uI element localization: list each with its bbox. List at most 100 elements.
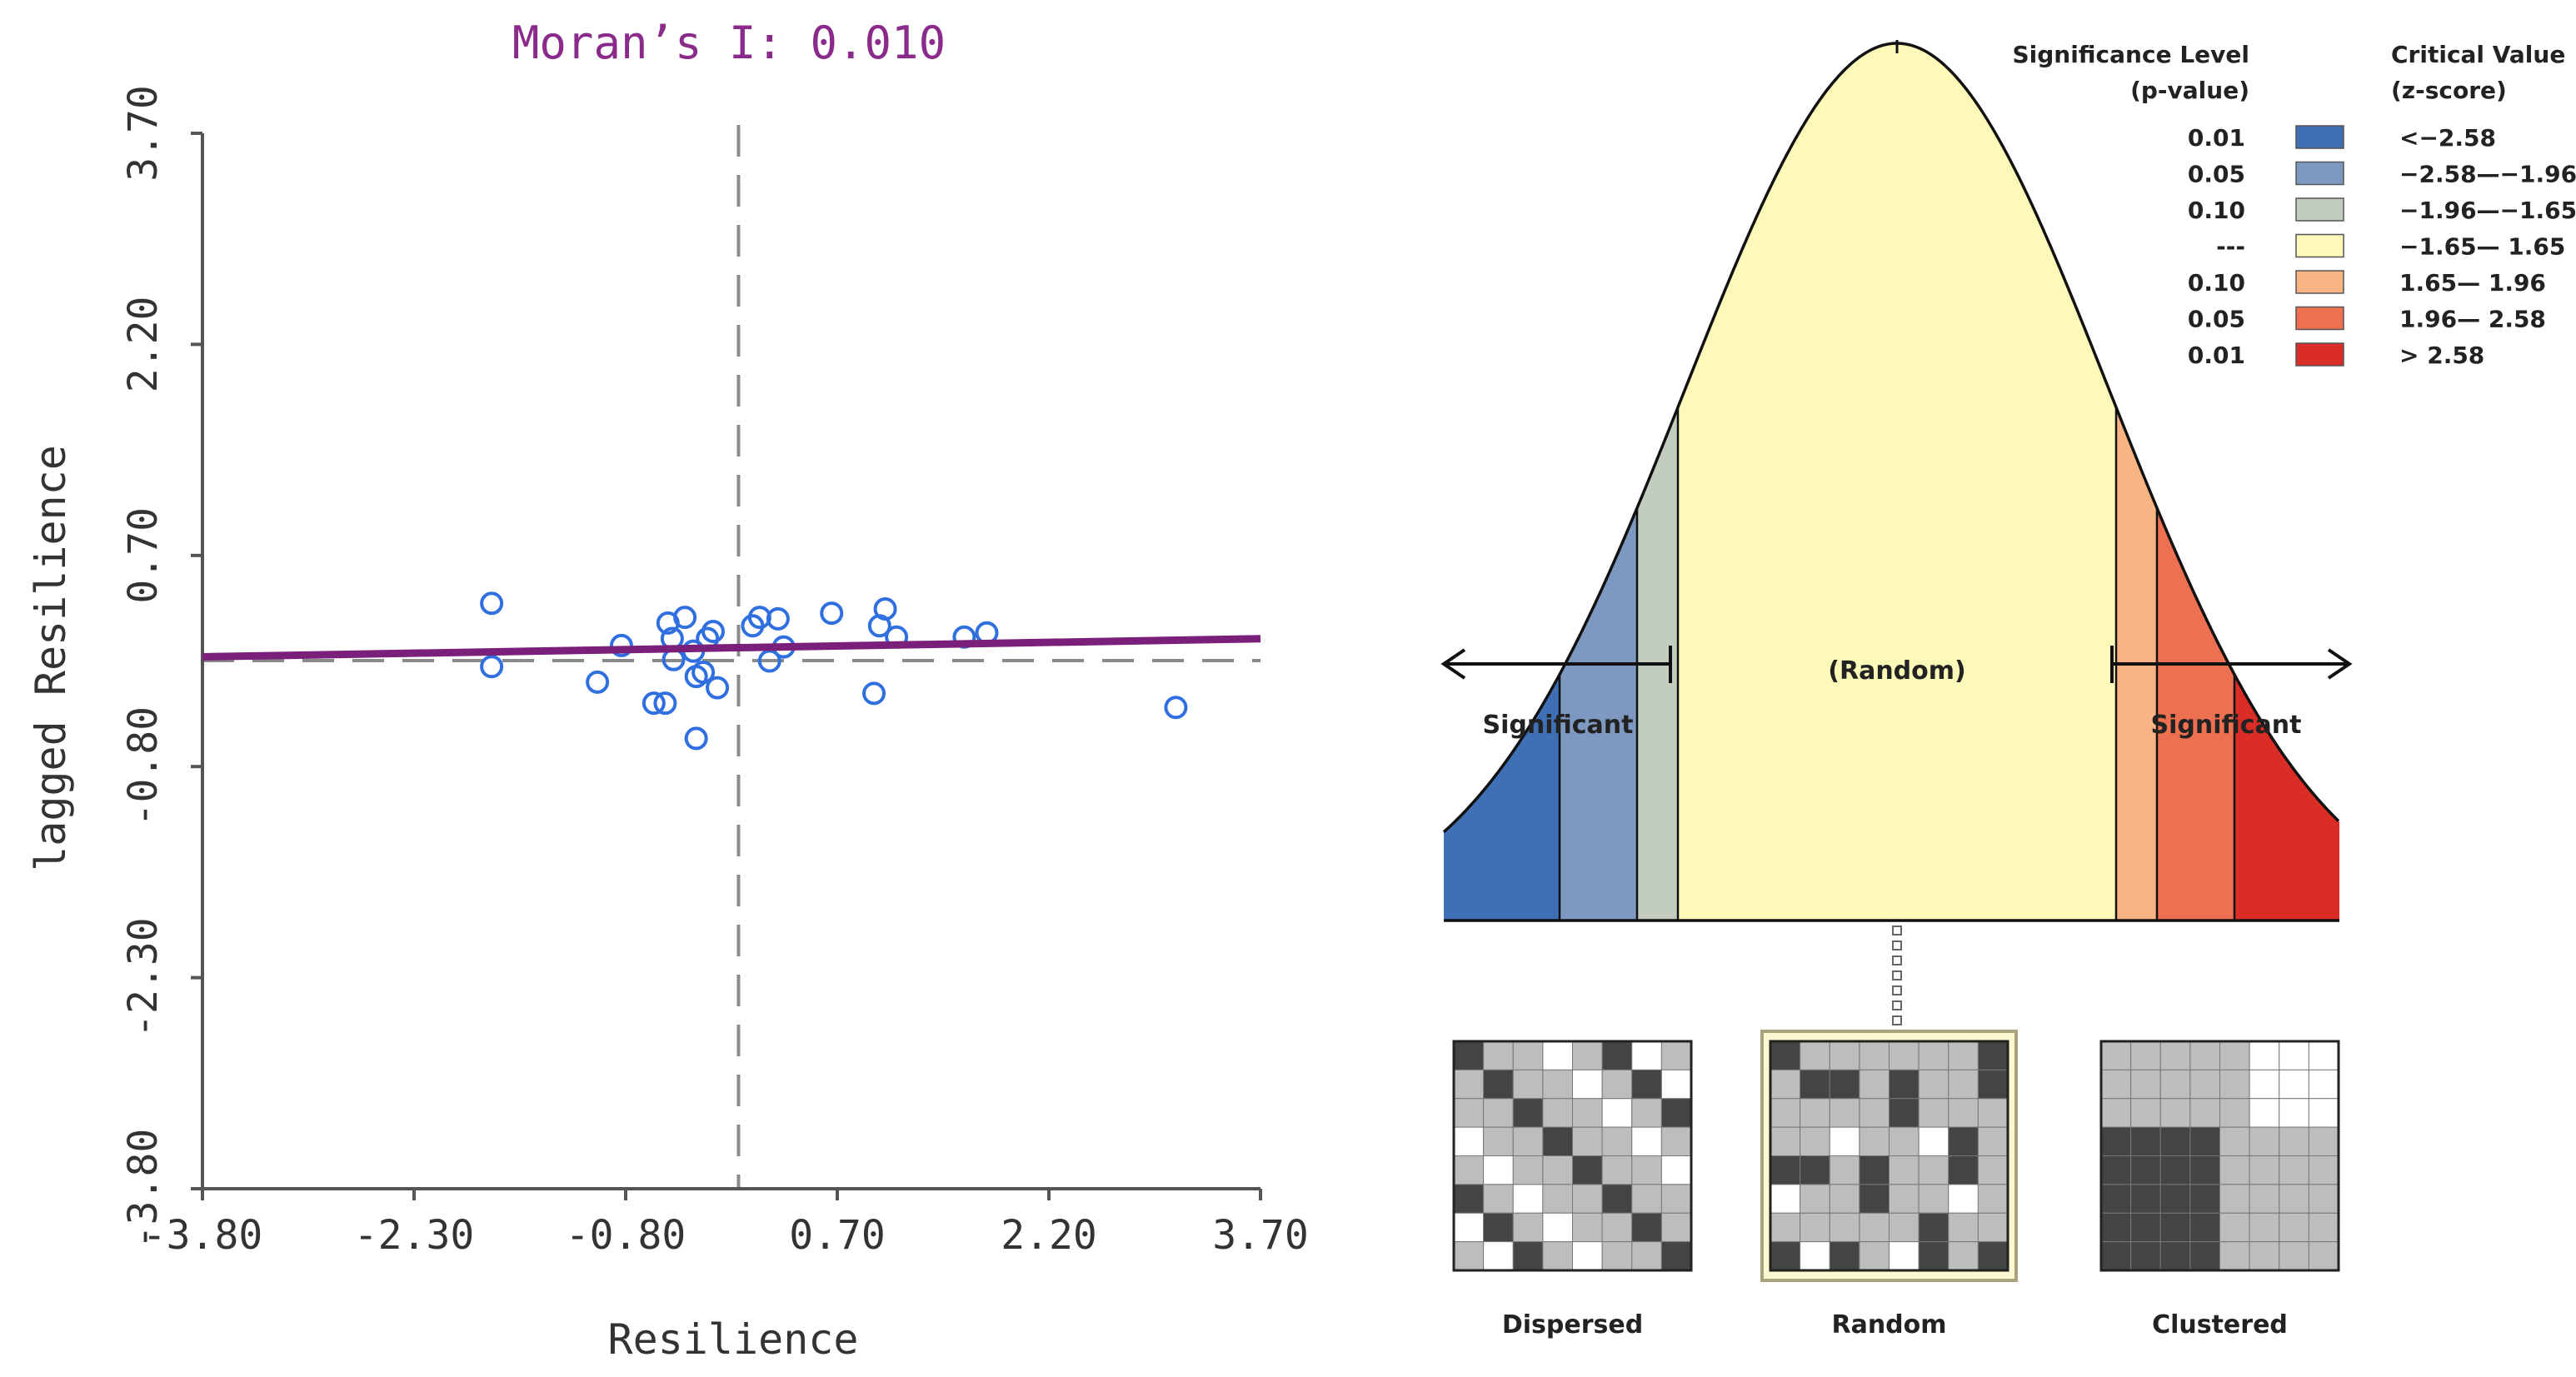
map-label: Dispersed xyxy=(1502,1310,1643,1340)
map-cell xyxy=(1631,1069,1662,1100)
map-cell xyxy=(2189,1040,2220,1070)
map-cell xyxy=(1948,1241,1979,1271)
connector-dot xyxy=(1892,1000,1902,1010)
map-cell xyxy=(2219,1040,2250,1070)
map-cell xyxy=(1948,1212,1979,1243)
map-cell xyxy=(2100,1212,2132,1243)
map-cell xyxy=(1948,1098,1979,1128)
data-point xyxy=(691,661,716,685)
map-cell xyxy=(1572,1126,1603,1156)
map-cell xyxy=(1800,1098,1830,1128)
map-cell xyxy=(1601,1212,1633,1243)
y-tick-label: 3.70 xyxy=(120,85,167,182)
legend-z-score: −2.58—−1.96 xyxy=(2399,161,2576,188)
x-tick-label: -2.30 xyxy=(354,1212,475,1259)
map-cell xyxy=(1601,1126,1633,1156)
bell-curve xyxy=(1442,42,2340,834)
map-cell xyxy=(1631,1241,1662,1271)
data-point xyxy=(862,681,886,706)
map-cell xyxy=(1572,1212,1603,1243)
map-cell xyxy=(1977,1069,2009,1100)
map-cell xyxy=(2249,1184,2280,1214)
map-cell xyxy=(2308,1040,2339,1070)
map-cell xyxy=(1631,1040,1662,1070)
map-cell xyxy=(2130,1098,2161,1128)
map-cell xyxy=(1601,1184,1633,1214)
map-cell xyxy=(1512,1069,1544,1100)
map-cell xyxy=(2249,1155,2280,1185)
map-cell xyxy=(2249,1126,2280,1156)
legend-row: 0.10 1.65— 1.96 xyxy=(2188,269,2546,297)
map-cell xyxy=(1889,1212,1920,1243)
normal-distribution-diagram: (Random) Significant Significant Signifi… xyxy=(1440,40,2576,1340)
map-cell xyxy=(1483,1212,1514,1243)
map-cell xyxy=(2308,1212,2339,1243)
map-cell xyxy=(1572,1241,1603,1271)
map-cell xyxy=(2159,1069,2191,1100)
map-cell xyxy=(2279,1212,2309,1243)
map-cell xyxy=(1453,1212,1485,1243)
map-cell xyxy=(1770,1155,1801,1185)
legend-header-z: Critical Value xyxy=(2391,41,2565,68)
map-cell xyxy=(1453,1098,1485,1128)
map-cell xyxy=(1512,1040,1544,1070)
map-cell xyxy=(2130,1241,2161,1271)
reference-lines xyxy=(202,125,1261,1189)
map-cell xyxy=(2159,1184,2191,1214)
map-cell xyxy=(2189,1069,2220,1100)
map-cell xyxy=(1453,1126,1485,1156)
map-cell xyxy=(1601,1040,1633,1070)
map-cell xyxy=(1483,1155,1514,1185)
map-cell xyxy=(1542,1212,1573,1243)
map-cell xyxy=(1918,1184,1949,1214)
map-cell xyxy=(1660,1069,1692,1100)
map-cell xyxy=(2249,1212,2280,1243)
band-fill xyxy=(1678,43,2116,920)
map-cell xyxy=(2219,1241,2250,1271)
map-cell xyxy=(2189,1098,2220,1128)
map-cell xyxy=(1829,1241,1860,1271)
map-border xyxy=(1769,1040,2009,1272)
x-tick-label: 0.70 xyxy=(789,1212,886,1259)
map-cell xyxy=(1800,1212,1830,1243)
map-cell xyxy=(1918,1126,1949,1156)
map-cell xyxy=(2279,1069,2309,1100)
significant-left-label: Significant xyxy=(1483,711,1634,740)
map-cell xyxy=(1660,1241,1692,1271)
y-tick-label: 0.70 xyxy=(120,507,167,604)
band-fill xyxy=(2157,507,2234,920)
pattern-map-random: Random xyxy=(1760,1030,2018,1340)
map-cell xyxy=(1948,1126,1979,1156)
map-cell xyxy=(1829,1184,1860,1214)
map-cell xyxy=(2100,1040,2132,1070)
map-cell xyxy=(2249,1069,2280,1100)
map-cell xyxy=(1859,1212,1890,1243)
y-axis-label: lagged Resilience xyxy=(27,445,75,871)
band-fill xyxy=(1560,510,1637,920)
legend-header-p: Significance Level xyxy=(2012,41,2249,68)
map-cell xyxy=(1601,1241,1633,1271)
map-cell xyxy=(1631,1212,1662,1243)
map-cell xyxy=(1542,1069,1573,1100)
legend-swatch xyxy=(2295,161,2344,186)
map-cell xyxy=(1770,1241,1801,1271)
legend-p-value: 0.05 xyxy=(2188,306,2245,333)
map-cell xyxy=(1829,1155,1860,1185)
map-cell xyxy=(2159,1212,2191,1243)
map-cell xyxy=(1542,1040,1573,1070)
map-cell xyxy=(1859,1155,1890,1185)
map-cell xyxy=(1889,1098,1920,1128)
map-cell xyxy=(2100,1155,2132,1185)
data-point xyxy=(820,601,844,626)
map-cell xyxy=(1889,1040,1920,1070)
data-point xyxy=(706,676,730,700)
map-cell xyxy=(1660,1126,1692,1156)
legend-swatch xyxy=(2295,342,2344,367)
map-cell xyxy=(2130,1069,2161,1100)
map-cell xyxy=(1660,1040,1692,1070)
data-point xyxy=(757,649,781,673)
significance-bands xyxy=(1444,43,2339,920)
map-cell xyxy=(1918,1212,1949,1243)
y-tick-labels: -3.80 -2.30 -0.80 0.70 2.20 3.70 xyxy=(120,85,167,1249)
map-cell xyxy=(1770,1069,1801,1100)
